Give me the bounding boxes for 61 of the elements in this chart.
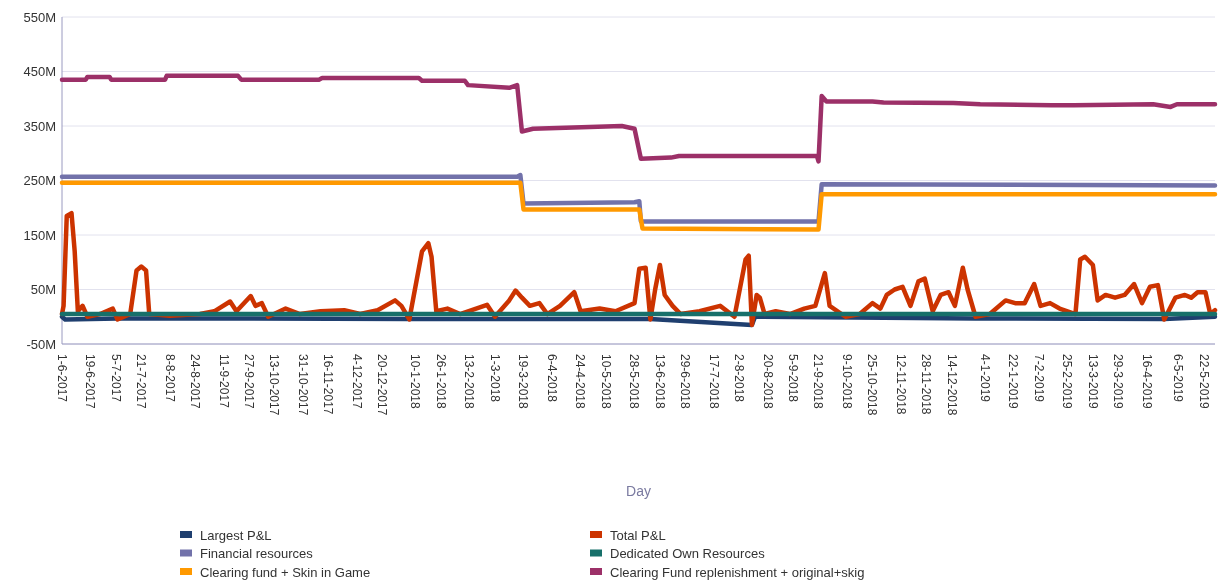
- x-tick-label: 6-5-2019: [1171, 354, 1186, 403]
- y-tick-label: 250M: [23, 173, 56, 189]
- x-tick-label: 7-2-2019: [1031, 354, 1046, 403]
- x-tick-label: 31-10-2017: [295, 354, 310, 416]
- x-tick-label: 29-6-2018: [678, 354, 693, 410]
- legend-label: Total P&L: [610, 527, 666, 543]
- x-tick-label: 16-11-2017: [321, 354, 336, 415]
- x-tick-label: 6-4-2018: [544, 354, 559, 403]
- x-tick-label: 8-8-2017: [162, 354, 177, 403]
- x-tick-label: 27-9-2017: [241, 354, 256, 410]
- x-tick-label: 10-5-2018: [598, 354, 613, 410]
- x-tick-label: 29-3-2019: [1111, 354, 1126, 410]
- x-tick-label: 5-9-2018: [785, 354, 800, 403]
- x-axis-title: Day: [626, 483, 651, 499]
- y-tick-label: 150M: [23, 227, 56, 243]
- x-tick-label: 5-7-2017: [108, 354, 123, 403]
- x-tick-label: 21-7-2017: [134, 354, 149, 410]
- x-tick-label: 9-10-2018: [839, 354, 854, 410]
- x-tick-label: 10-1-2018: [408, 354, 423, 410]
- x-tick-label: 24-4-2018: [573, 354, 588, 410]
- x-tick-label: 25-2-2019: [1060, 354, 1075, 410]
- x-tick-label: 13-3-2019: [1085, 354, 1100, 410]
- line-series: [59, 314, 1218, 328]
- legend-label: Dedicated Own Resources: [610, 546, 766, 562]
- line-series: [59, 73, 1218, 164]
- x-tick-label: 22-1-2019: [1006, 354, 1021, 410]
- x-tick-label: 4-1-2019: [977, 354, 992, 403]
- x-tick-label: 21-9-2018: [811, 354, 826, 410]
- x-tick-label: 22-5-2019: [1196, 354, 1211, 410]
- x-tick-label: 19-6-2017: [83, 354, 98, 410]
- x-tick-label: 1-6-2017: [54, 354, 69, 403]
- x-tick-label: 25-10-2018: [865, 354, 880, 416]
- legend-label: Largest P&L: [200, 527, 272, 543]
- y-tick-label: 550M: [23, 9, 56, 25]
- x-tick-label: 26-1-2018: [433, 354, 448, 410]
- x-tick-label: 17-7-2018: [706, 354, 721, 410]
- x-tick-label: 13-6-2018: [652, 354, 667, 410]
- x-tick-label: 24-8-2017: [188, 354, 203, 410]
- x-tick-label: 11-9-2017: [216, 354, 231, 409]
- y-tick-label: 450M: [23, 64, 56, 80]
- line-series: [59, 180, 1218, 232]
- x-tick-label: 4-12-2017: [349, 354, 364, 410]
- x-tick-label: 16-4-2019: [1139, 354, 1154, 410]
- y-tick-label: 50M: [30, 282, 56, 298]
- x-tick-label: 13-10-2017: [267, 354, 282, 416]
- legend-label: Clearing Fund replenishment + original+skig: [610, 564, 865, 580]
- y-tick-label: -50M: [26, 336, 56, 352]
- x-tick-label: 14-12-2018: [944, 354, 959, 416]
- x-tick-label: 13-2-2018: [462, 354, 477, 410]
- x-tick-label: 20-12-2017: [375, 354, 390, 416]
- x-tick-label: 19-3-2018: [516, 354, 531, 410]
- legend-label: Financial resources: [200, 546, 314, 562]
- x-tick-label: 20-8-2018: [760, 354, 775, 410]
- y-tick-label: 350M: [23, 118, 56, 134]
- x-tick-label: 12-11-2018: [893, 354, 908, 415]
- x-tick-label: 2-8-2018: [732, 354, 747, 403]
- x-tick-label: 1-3-2018: [487, 354, 502, 403]
- x-tick-label: 28-11-2018: [919, 354, 934, 415]
- line-series: [59, 172, 1218, 224]
- x-tick-label: 28-5-2018: [627, 354, 642, 410]
- legend-label: Clearing fund + Skin in Game: [200, 564, 371, 580]
